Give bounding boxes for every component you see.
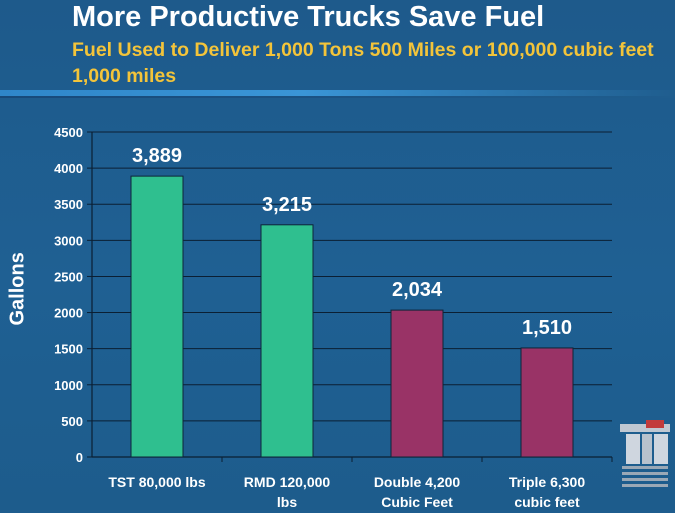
x-tick-label: Double 4,200 <box>374 474 461 490</box>
bar <box>390 309 444 458</box>
ata-logo-mark <box>620 420 670 487</box>
x-tick-label: lbs <box>277 494 297 510</box>
slide-subtitle: Fuel Used to Deliver 1,000 Tons 500 Mile… <box>72 39 654 87</box>
bar <box>260 224 314 458</box>
bar <box>130 175 184 458</box>
title-divider <box>0 90 675 96</box>
data-label: 3,215 <box>262 194 312 216</box>
x-tick-label: Triple 6,300 <box>509 474 585 490</box>
bar <box>520 347 574 458</box>
y-tick-label: 4000 <box>54 161 83 176</box>
y-tick-label: 2500 <box>54 269 83 284</box>
data-label: 2,034 <box>392 279 443 301</box>
y-tick-label: 1500 <box>54 342 83 357</box>
x-tick-label: RMD 120,000 <box>244 474 331 490</box>
data-label: 3,889 <box>132 145 182 167</box>
slide-title: More Productive Trucks Save Fuel <box>72 1 545 33</box>
x-tick-label: cubic feet <box>514 494 580 510</box>
x-tick-label: TST 80,000 lbs <box>108 474 205 490</box>
y-tick-label: 2000 <box>54 306 83 321</box>
x-tick-label: Cubic Feet <box>381 494 453 510</box>
y-tick-label: 1000 <box>54 378 83 393</box>
y-tick-label: 4500 <box>54 125 83 140</box>
y-tick-label: 500 <box>61 414 83 429</box>
y-tick-label: 0 <box>76 450 83 465</box>
data-label: 1,510 <box>522 317 572 339</box>
title-divider-shadow <box>0 96 675 98</box>
y-tick-label: 3500 <box>54 197 83 212</box>
ata-logo <box>616 412 674 508</box>
y-tick-label: 3000 <box>54 233 83 248</box>
